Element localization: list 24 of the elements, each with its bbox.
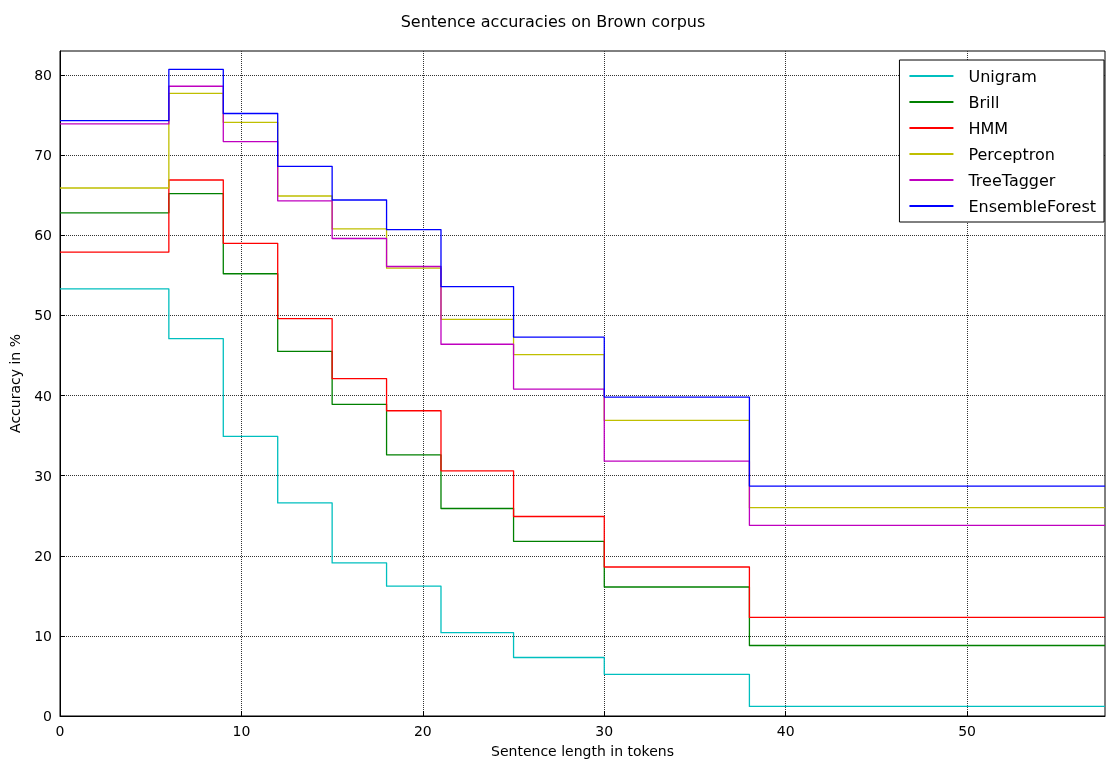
y-tick-label: 30 (34, 467, 52, 484)
legend-label: TreeTagger (967, 170, 1056, 190)
legend-label: Brill (968, 92, 1000, 112)
y-tick-label: 10 (34, 627, 52, 644)
y-tick-label: 60 (34, 227, 52, 244)
x-tick-label: 40 (776, 723, 795, 739)
x-tick-label: 20 (413, 723, 432, 739)
y-tick-label: 50 (34, 307, 52, 324)
x-tick-label: 30 (595, 723, 614, 739)
x-tick-label: 10 (232, 723, 251, 739)
x-axis-title: Sentence length in tokens (491, 743, 674, 759)
y-axis-title: Accuracy in % (7, 334, 23, 433)
legend-label: Perceptron (968, 144, 1055, 164)
y-tick-label: 70 (34, 147, 52, 164)
y-tick-label: 40 (34, 387, 52, 404)
legend-label: EnsembleForest (968, 196, 1096, 216)
chart-title: Sentence accuracies on Brown corpus (400, 11, 706, 31)
y-tick-label: 20 (34, 547, 52, 564)
legend-label: HMM (968, 118, 1009, 138)
y-tick-label: 80 (34, 67, 52, 84)
x-tick-label: 50 (958, 723, 977, 739)
legend-label: Unigram (968, 66, 1037, 86)
y-tick-label: 0 (43, 708, 52, 724)
x-tick-label: 0 (55, 723, 65, 739)
